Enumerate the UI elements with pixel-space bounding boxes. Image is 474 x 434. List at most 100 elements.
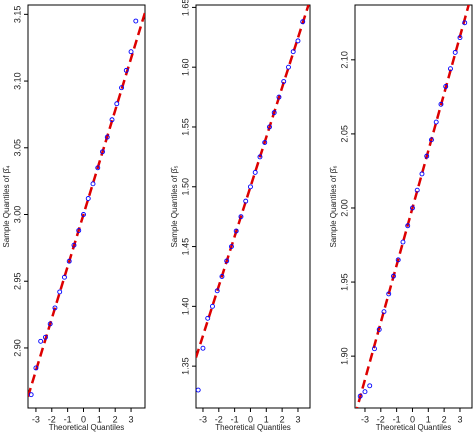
reference-line [28,12,145,398]
point [95,165,101,171]
point [429,137,434,143]
y-tick-label: 3.15 [12,6,22,24]
point [410,205,415,211]
x-tick-label: 1 [264,414,269,424]
point [104,134,110,140]
point [452,49,458,55]
y-tick-label: 3.05 [12,139,22,157]
y-tick-label: 1.55 [180,118,190,136]
point [300,19,306,25]
point [271,110,277,116]
y-tick-label: 1.65 [180,0,190,16]
x-axis-title: Theoretical Quantiles [376,423,452,432]
point [414,187,420,193]
point [405,223,411,229]
point [443,84,449,89]
point [238,214,244,220]
y-tick-label: 1.50 [180,178,190,196]
point [57,289,63,295]
point [372,346,377,352]
y-tick-label: 1.90 [339,347,349,365]
x-axis-title: Theoretical Quantiles [215,423,291,432]
point [257,154,263,160]
y-tick-label: 3.10 [12,72,22,90]
point [448,66,453,72]
point [210,303,215,309]
x-tick-label: -2 [215,414,223,424]
point [214,288,220,294]
point [205,315,211,321]
point [381,309,387,315]
x-tick-label: -3 [32,414,40,424]
point [90,181,96,187]
point [229,244,234,250]
point [66,258,72,264]
point [462,20,468,26]
panel: -3 -2 -1 0 1 2 3 2.90 2.95 3.00 3.05 3.10 3.15 Theore… [2,4,146,432]
point [33,365,39,371]
x-tick-label: 3 [457,414,462,424]
y-tick-label: 2.05 [339,125,349,143]
point [243,198,249,204]
x-tick-label: 1 [97,414,102,424]
x-tick-label: 3 [295,414,300,424]
x-tick-label: 0 [248,414,253,424]
point [42,334,48,340]
point [81,212,86,217]
point [123,67,129,73]
panel: -3 -2 -1 0 1 2 3 1.90 1.95 2.00 2.05 2.10 Theoretica… [329,4,473,432]
point [52,305,58,311]
point [391,273,396,279]
y-tick-label: 2.90 [12,339,22,357]
point [62,274,67,280]
point [367,383,373,389]
y-tick-label: 1.40 [180,298,190,316]
point [71,242,77,248]
point [119,85,124,91]
point [38,338,44,344]
point [286,64,291,70]
x-tick-label: -1 [64,414,72,424]
x-tick-label: -3 [199,414,207,424]
point [419,171,425,177]
x-tick-label: 3 [129,414,134,424]
x-tick-label: 2 [280,414,285,424]
x-tick-label: -2 [48,414,56,424]
x-tick-label: 1 [426,414,431,424]
point [100,149,105,155]
point [433,119,439,125]
point [248,184,253,190]
point [362,389,368,395]
x-tick-label: -3 [361,414,369,424]
point [457,35,463,41]
x-tick-label: -1 [393,414,401,424]
point [424,153,430,159]
point [219,274,225,279]
point [295,38,301,44]
point [85,196,91,201]
point [109,117,115,123]
plot-frame [195,4,311,409]
point [395,257,401,263]
x-tick-label: 2 [113,414,118,424]
y-tick-label: 1.35 [180,357,190,375]
x-axis-title: Theoretical Quantiles [49,423,125,432]
x-tick-label: 0 [81,414,86,424]
point [386,291,392,297]
x-tick-label: -1 [231,414,239,424]
point [438,101,444,107]
plot-frame [27,4,146,409]
y-tick-label: 1.45 [180,238,190,256]
x-tick-label: 0 [410,414,415,424]
x-tick-label: 2 [442,414,447,424]
point [281,79,287,84]
y-tick-label: 1.95 [339,273,349,291]
y-tick-label: 2.95 [12,272,22,290]
point [47,321,53,327]
reference-line [196,5,310,358]
point [128,49,134,55]
point [276,94,282,100]
point [224,258,230,264]
y-tick-label: 1.60 [180,58,190,76]
point [267,124,272,130]
